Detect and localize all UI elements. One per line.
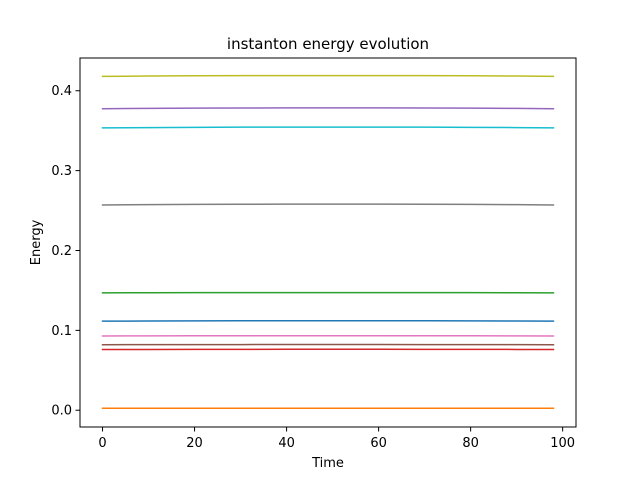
x-axis-ticks: 0 20 40 60 80 100 (98, 427, 575, 451)
x-tick-label: 80 (462, 436, 479, 451)
x-axis-label: Time (311, 456, 344, 471)
x-tick-label: 40 (278, 436, 295, 451)
series-line-10 (101, 126, 555, 129)
chart-title: instanton energy evolution (227, 35, 429, 53)
series-line-9 (101, 74, 555, 78)
x-tick-label: 0 (98, 436, 106, 451)
x-tick-label: 20 (186, 436, 203, 451)
x-tick-label: 100 (550, 436, 575, 451)
series-layer (101, 74, 555, 409)
y-axis-label: Energy (29, 219, 44, 265)
y-axis-ticks: 0.0 0.1 0.2 0.3 0.4 (51, 84, 80, 419)
x-tick-label: 60 (370, 436, 387, 451)
series-line-8 (101, 203, 555, 206)
series-line-5 (101, 107, 555, 110)
y-tick-label: 0.1 (51, 324, 72, 339)
y-tick-label: 0.4 (51, 84, 72, 99)
y-tick-label: 0.2 (51, 244, 72, 259)
y-tick-label: 0.0 (51, 404, 72, 419)
y-tick-label: 0.3 (51, 164, 72, 179)
plot-frame (79, 57, 577, 428)
